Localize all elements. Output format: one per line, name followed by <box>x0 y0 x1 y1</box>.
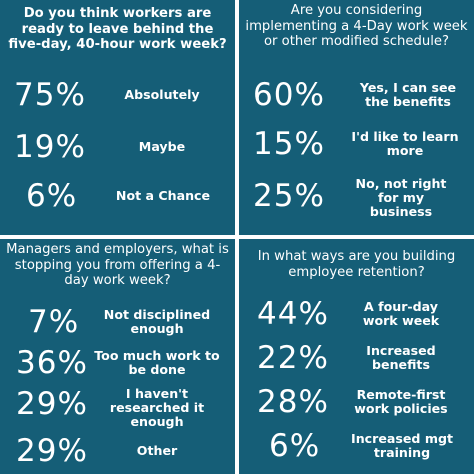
answer-label: Increased mgt training <box>351 431 453 460</box>
answer-percentage: 25% <box>253 178 325 214</box>
answer-row: 25% No, not right for my business <box>239 176 474 220</box>
answer-row: 6% Not a Chance <box>0 176 235 216</box>
survey-panel-retention: In what ways are you building employee r… <box>239 239 474 474</box>
answer-label: Maybe <box>138 139 186 154</box>
answer-row: 44% A four-day work week <box>239 294 474 334</box>
survey-panel-ready-to-leave: Do you think workers are ready to leave … <box>0 0 235 235</box>
panel-question: Do you think workers are ready to leave … <box>8 6 227 52</box>
answer-percentage: 7% <box>28 304 80 340</box>
answer-row: 36% Too much work to be done <box>0 343 235 383</box>
answer-label: Absolutely <box>124 87 200 102</box>
answer-percentage: 15% <box>253 126 325 162</box>
answer-percentage: 29% <box>16 386 88 422</box>
answer-label: Other <box>136 443 178 458</box>
answer-label: Not disciplined enough <box>103 307 211 336</box>
answer-row: 75% Absolutely <box>0 75 235 115</box>
answer-label: I haven't researched it enough <box>109 386 205 429</box>
answer-row: 19% Maybe <box>0 127 235 167</box>
answer-percentage: 6% <box>269 428 321 464</box>
answer-percentage: 75% <box>14 77 86 113</box>
answer-row: 15% I'd like to learn more <box>239 124 474 164</box>
answer-percentage: 6% <box>26 178 78 214</box>
answer-percentage: 36% <box>16 345 88 381</box>
answer-label: I'd like to learn more <box>351 129 459 158</box>
answer-row: 29% I haven't researched it enough <box>0 384 235 432</box>
panel-question: In what ways are you building employee r… <box>257 249 456 280</box>
survey-panel-considering-schedule: Are you considering implementing a 4-Day… <box>239 0 474 235</box>
answer-row: 60% Yes, I can see the benefits <box>239 75 474 115</box>
answer-percentage: 29% <box>16 433 88 469</box>
answer-percentage: 19% <box>14 129 86 165</box>
answer-percentage: 60% <box>253 77 325 113</box>
answer-label: Increased benefits <box>366 343 436 372</box>
answer-label: No, not right for my business <box>355 176 447 219</box>
panel-question: Are you considering implementing a 4-Day… <box>245 3 468 49</box>
answer-label: Not a Chance <box>115 188 211 203</box>
answer-label: A four-day work week <box>362 299 440 328</box>
panel-question: Managers and employers, what is stopping… <box>6 242 229 288</box>
answer-percentage: 44% <box>257 296 329 332</box>
answer-row: 22% Increased benefits <box>239 338 474 378</box>
answer-percentage: 28% <box>257 384 329 420</box>
answer-row: 29% Other <box>0 431 235 471</box>
answer-label: Remote-first work policies <box>354 387 448 416</box>
answer-row: 7% Not disciplined enough <box>0 302 235 342</box>
answer-row: 6% Increased mgt training <box>239 426 474 466</box>
answer-label: Yes, I can see the benefits <box>359 80 457 109</box>
answer-row: 28% Remote-first work policies <box>239 382 474 422</box>
answer-percentage: 22% <box>257 340 329 376</box>
survey-panel-barriers: Managers and employers, what is stopping… <box>0 239 235 474</box>
answer-label: Too much work to be done <box>94 348 220 377</box>
